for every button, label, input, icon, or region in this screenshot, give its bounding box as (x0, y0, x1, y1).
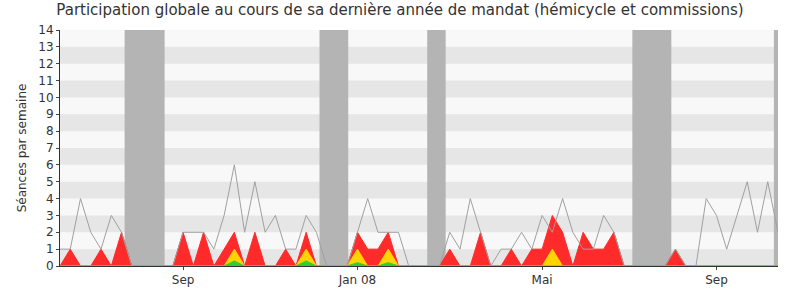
svg-text:2: 2 (46, 225, 54, 239)
svg-text:12: 12 (38, 57, 53, 71)
svg-text:Sep: Sep (705, 273, 728, 287)
svg-text:9: 9 (46, 107, 54, 121)
svg-text:3: 3 (46, 209, 54, 223)
svg-text:Participation globale au cours: Participation globale au cours de sa der… (56, 1, 743, 19)
svg-text:7: 7 (46, 141, 54, 155)
svg-text:14: 14 (38, 23, 53, 37)
svg-text:11: 11 (38, 74, 53, 88)
svg-text:8: 8 (46, 124, 54, 138)
svg-text:13: 13 (38, 40, 53, 54)
svg-text:1: 1 (46, 242, 54, 256)
svg-text:Séances par semaine: Séances par semaine (15, 84, 29, 213)
svg-text:5: 5 (46, 175, 54, 189)
svg-text:Sep: Sep (172, 273, 195, 287)
svg-text:0: 0 (46, 259, 54, 273)
svg-text:10: 10 (38, 91, 53, 105)
svg-text:Jan 08: Jan 08 (338, 273, 377, 287)
svg-text:6: 6 (46, 158, 54, 172)
svg-text:Mai: Mai (532, 273, 553, 287)
svg-text:4: 4 (46, 192, 54, 206)
